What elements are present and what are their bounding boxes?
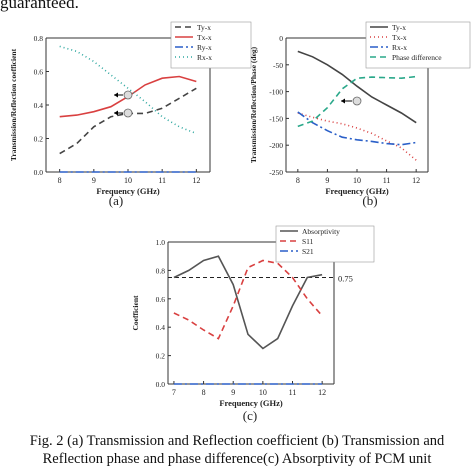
x-axis-label: Frequency (GHz) <box>219 398 283 408</box>
ty-marker-arrowhead <box>114 110 118 116</box>
x-tick-label: 11 <box>289 388 297 397</box>
panel-label: (c) <box>243 408 257 423</box>
series-line-rx-x <box>59 45 197 135</box>
x-tick-label: 12 <box>318 388 326 397</box>
x-tick-label: 10 <box>124 176 132 185</box>
legend-box <box>275 225 375 263</box>
x-tick-label: 12 <box>192 176 200 185</box>
x-tick-label: 10 <box>259 388 267 397</box>
series-line-phase-difference <box>297 75 417 128</box>
x-tick-label: 11 <box>158 176 166 185</box>
panel-label: (b) <box>362 193 377 208</box>
x-tick-label: 12 <box>412 176 420 185</box>
series-line-ty-x <box>297 50 417 124</box>
legend-entry: S21 <box>302 247 314 256</box>
reference-annotation: 0.75 <box>338 274 353 284</box>
y-tick-label: 0 <box>279 34 283 43</box>
phase-marker <box>352 96 362 106</box>
y-tick-label: 0.0 <box>156 380 166 389</box>
preceding-text: guaranteed. <box>0 0 79 12</box>
x-tick-label: 9 <box>92 176 96 185</box>
y-tick-label: -50 <box>273 61 283 70</box>
x-axis-label: Frequency (GHz) <box>325 186 389 196</box>
legend-entry: Rx-x <box>197 53 212 62</box>
y-tick-label: -100 <box>269 88 283 97</box>
series-line-absorptivity <box>173 255 323 350</box>
y-tick-label: 0.8 <box>156 266 166 275</box>
y-tick-label: 0.6 <box>156 295 166 304</box>
legend-entry: Ty-x <box>197 23 211 32</box>
series-line-s11 <box>173 259 323 340</box>
tx-marker <box>123 90 133 100</box>
series-line-rx-x <box>297 111 417 146</box>
legend-entry: Rx-x <box>392 43 407 52</box>
series-line-tx-x <box>297 112 417 161</box>
y-tick-label: -250 <box>269 168 283 177</box>
y-axis-label: Transmission/Reflection coefficient <box>9 48 18 161</box>
x-tick-label: 9 <box>325 176 329 185</box>
y-tick-label: 0.4 <box>156 323 166 332</box>
y-tick-label: 0.8 <box>34 34 44 43</box>
y-tick-label: -200 <box>269 141 283 150</box>
legend-entry: Ry-x <box>197 43 212 52</box>
legend-entry: Tx-x <box>197 33 212 42</box>
x-tick-label: 8 <box>202 388 206 397</box>
x-tick-label: 9 <box>231 388 235 397</box>
x-axis-label: Frequency (GHz) <box>96 186 160 196</box>
caption-line-2: Reflection phase and phase difference(c)… <box>42 451 432 467</box>
y-tick-label: 0.2 <box>156 352 166 361</box>
legend-box <box>170 21 252 69</box>
y-axis-label: Transmission/Reflection/Phase (deg) <box>249 46 258 163</box>
x-tick-label: 11 <box>383 176 391 185</box>
x-tick-label: 8 <box>58 176 62 185</box>
y-tick-label: -150 <box>269 114 283 123</box>
panel-label: (a) <box>109 193 123 208</box>
legend-entry: Phase difference <box>392 53 442 62</box>
y-tick-label: 0.6 <box>34 68 44 77</box>
y-axis-label: Coefficient <box>131 295 140 330</box>
ty-marker <box>123 108 133 118</box>
x-tick-label: 7 <box>172 388 176 397</box>
x-tick-label: 8 <box>296 176 300 185</box>
y-tick-label: 0.4 <box>34 101 44 110</box>
legend-entry: S11 <box>302 237 314 246</box>
y-tick-label: 1.0 <box>156 238 166 247</box>
tx-marker-arrowhead <box>114 92 118 98</box>
y-tick-label: 0.2 <box>34 135 44 144</box>
x-tick-label: 10 <box>353 176 361 185</box>
y-tick-label: 0.0 <box>34 168 44 177</box>
caption-line-1: Fig. 2 (a) Transmission and Reflection c… <box>29 433 445 449</box>
legend-entry: Ty-x <box>392 23 406 32</box>
phase-marker-arrowhead <box>341 98 345 104</box>
legend-entry: Absorptivity <box>302 227 340 236</box>
legend-entry: Tx-x <box>392 33 407 42</box>
legend-box <box>365 21 471 69</box>
